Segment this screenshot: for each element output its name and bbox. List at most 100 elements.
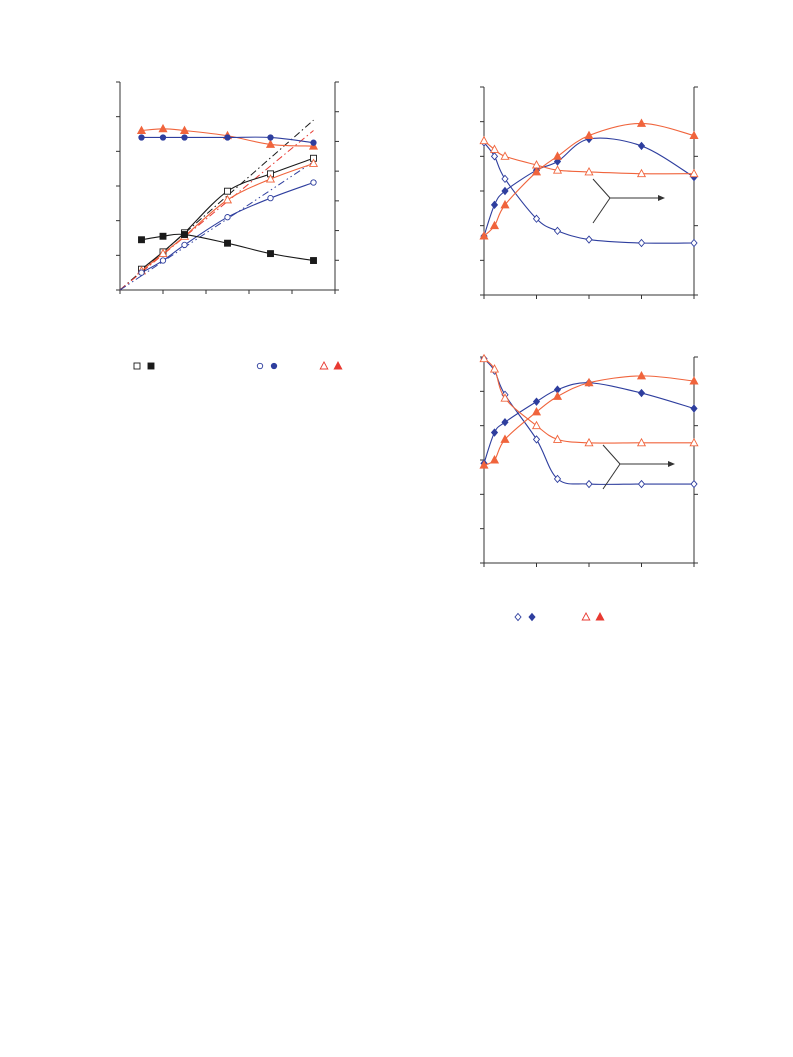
data-point [637,238,646,248]
legend-marker-open [514,612,522,622]
legend-marker-filled [333,361,343,370]
data-point [552,391,563,400]
data-point [489,455,500,464]
data-point [689,168,699,178]
data-point [532,214,541,223]
data-point [637,388,646,398]
data-point [490,428,499,437]
legend-marker-filled [147,362,155,370]
data-point [489,364,500,373]
data-point [138,236,145,244]
arrow-branch-down [602,463,621,490]
series-c1_blue_filled [138,134,317,146]
legend-marker-open [581,612,591,621]
series-line [483,358,694,444]
data-point [690,479,698,489]
arrow-annotation-bottom-right [602,444,675,490]
data-point [552,165,563,174]
reference-line [119,130,314,291]
data-point [501,186,509,196]
data-point [181,231,188,238]
data-point [531,420,542,430]
data-point [636,118,647,127]
legend-marker-filled [270,362,278,370]
legend-marker-open [256,362,264,370]
series-c1_blue_open [138,179,317,276]
series-c2_red_filled [479,118,699,240]
series-c3_blue_filled [480,378,698,468]
data-point [584,377,594,387]
data-point [136,125,147,134]
legend-bottom-right [514,612,605,622]
data-point [158,248,168,258]
data-point [490,200,499,210]
data-point [531,406,542,416]
data-point [689,437,699,447]
arrow-branch-down [592,197,611,224]
series-line [483,382,695,464]
data-point [552,434,563,443]
data-point [224,239,231,247]
data-point [181,241,188,249]
series-c3_blue_open [480,354,698,489]
data-point [552,151,563,160]
data-point [500,151,510,160]
data-point [159,257,167,264]
arrow-branch-up [602,444,621,465]
data-point [489,220,500,230]
data-point [500,393,510,402]
data-point [689,130,699,139]
legend-top-left [133,361,343,370]
data-point [489,144,500,153]
data-point [584,130,594,139]
legend-marker-filled [528,612,536,622]
data-point [159,232,167,240]
series-c3_red_open [479,353,699,447]
data-point [479,353,489,363]
data-point [490,152,499,161]
data-point [637,141,646,151]
data-point [532,397,541,406]
series-c2_blue_open [480,138,698,248]
data-point [222,194,233,204]
data-point [584,437,594,447]
data-point [224,134,231,141]
data-point [501,174,509,184]
data-point [690,238,698,248]
chart-top-left [116,81,339,294]
data-point [224,214,231,221]
data-point [265,174,276,183]
series-line [483,375,695,466]
chart-top-right [479,86,699,299]
data-point [308,158,319,167]
data-point [265,139,276,148]
legend-marker-open [319,361,329,370]
data-point [138,134,145,141]
data-point [267,194,274,202]
data-point [310,179,317,186]
data-point [585,235,593,244]
data-point [179,125,190,134]
arrow-annotation-top-right [592,178,665,224]
arrow-branch-up [592,178,611,199]
data-point [689,376,699,385]
data-point [310,139,317,146]
series-c2_blue_filled [480,134,698,241]
arrow-head [668,461,675,467]
data-point [553,474,562,484]
legend-marker-open [133,362,141,370]
data-point [532,435,541,444]
data-point [479,231,489,240]
data-point [636,168,647,178]
series-c1_red_filled [136,123,319,150]
series-c1_black_filled [138,231,317,264]
data-point [531,166,542,176]
data-point [585,479,593,489]
data-point [690,404,698,413]
data-point [500,434,510,443]
series-c3_red_filled [479,370,699,469]
data-point [553,157,562,166]
series-line [141,157,314,270]
data-point [310,257,317,264]
